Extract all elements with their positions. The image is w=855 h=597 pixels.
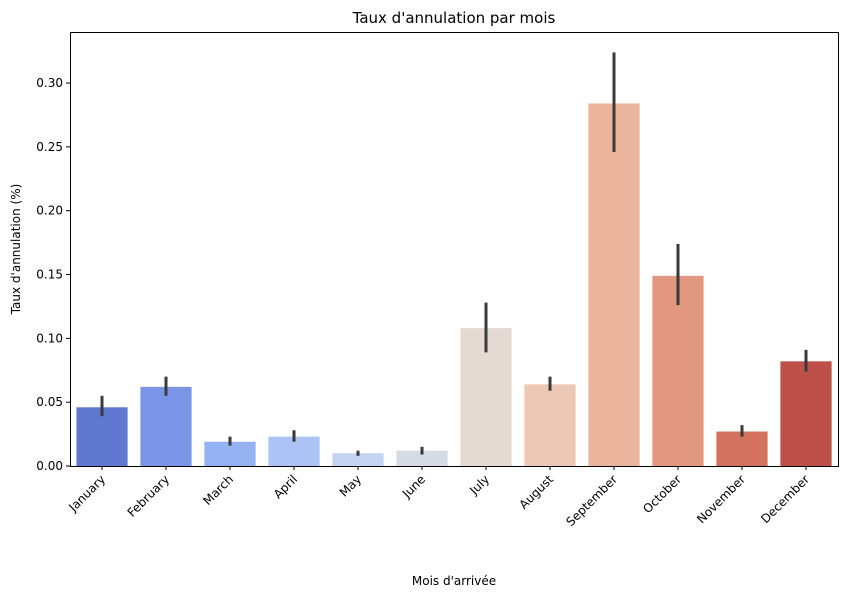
x-tick-label: July: [466, 472, 492, 498]
bar-june: [396, 450, 448, 466]
y-tick-label: 0.15: [36, 268, 63, 282]
y-tick-label: 0.30: [36, 76, 63, 90]
y-tick-label: 0.10: [36, 331, 63, 345]
y-tick-label: 0.25: [36, 140, 63, 154]
chart-title: Taux d'annulation par mois: [352, 9, 556, 27]
x-tick-label: January: [65, 472, 108, 515]
y-axis: 0.00 0.05 0.10 0.15 0.20 0.25 0.30: [36, 76, 70, 473]
bar-march: [204, 441, 256, 466]
x-axis: January February March April May June July Augu…: [65, 466, 812, 529]
x-tick-label: September: [563, 472, 620, 529]
x-tick-label: November: [694, 472, 748, 526]
plot-frame: [70, 32, 839, 467]
bars-group: [76, 103, 832, 466]
bar-december: [780, 361, 832, 466]
x-tick-label: April: [271, 472, 300, 501]
bar-january: [76, 407, 128, 466]
errorbars-group: [100, 52, 808, 456]
y-tick-label: 0.20: [36, 204, 63, 218]
bar-september: [588, 103, 640, 466]
x-tick-label: December: [758, 472, 812, 526]
x-axis-label: Mois d'arrivée: [412, 574, 496, 588]
x-tick-label: August: [517, 472, 557, 512]
x-tick-label: February: [125, 472, 173, 520]
y-tick-label: 0.05: [36, 395, 63, 409]
bar-may: [332, 453, 384, 466]
y-axis-label: Taux d'annulation (%): [9, 184, 23, 316]
y-tick-label: 0.00: [36, 459, 63, 473]
bar-august: [524, 384, 576, 466]
bar-november: [716, 431, 768, 466]
x-tick-label: May: [337, 472, 364, 499]
x-tick-label: March: [200, 472, 236, 508]
bar-february: [140, 386, 192, 466]
bar-october: [652, 275, 704, 466]
x-tick-label: October: [640, 472, 684, 516]
x-tick-label: June: [399, 472, 428, 501]
